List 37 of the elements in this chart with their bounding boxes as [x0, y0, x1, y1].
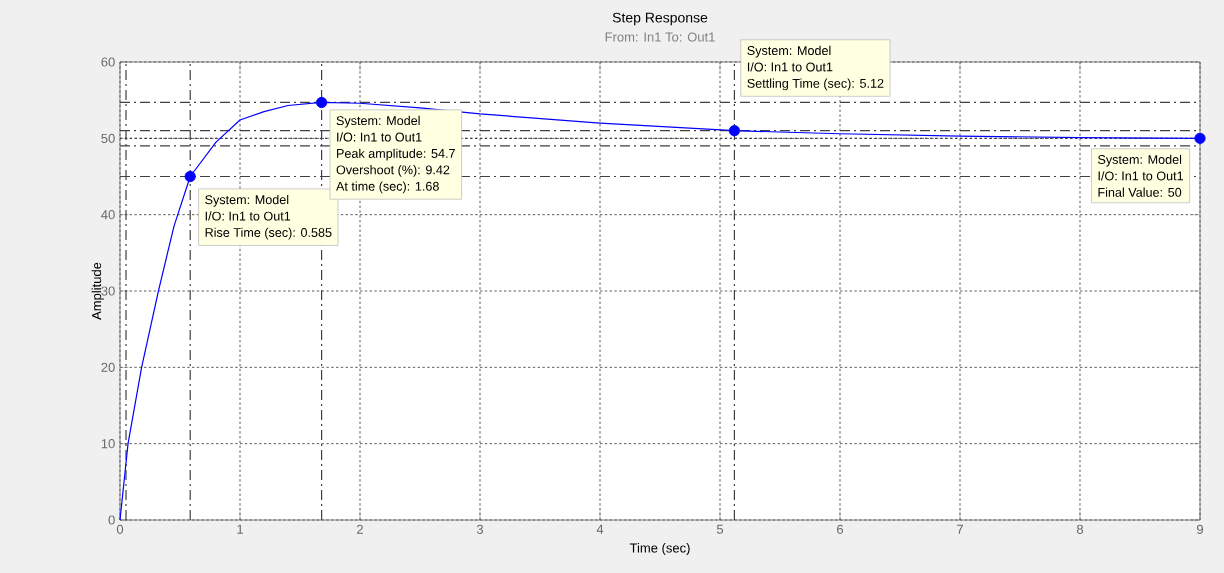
- annotation: I/O: In1 to Out1: [205, 211, 291, 221]
- annotation: System: Model: [336, 115, 420, 128]
- x-tick-label: 9: [1196, 524, 1203, 534]
- annotation: Overshoot (%): 9.42: [336, 165, 450, 177]
- point: [316, 96, 328, 109]
- x-tick-label: 7: [957, 524, 963, 534]
- chart-subtitle: From: In1 To: Out1: [605, 32, 715, 42]
- chart-title: Step Response: [612, 12, 708, 26]
- point: [728, 125, 740, 137]
- y-tick-label: 20: [101, 362, 115, 372]
- point: [184, 170, 196, 183]
- y-tick-label: 40: [101, 210, 115, 220]
- text: System: Model: [747, 45, 831, 58]
- x-axis-title: Time (sec): [629, 543, 690, 556]
- y-tick-label: 50: [101, 133, 115, 143]
- annotation: Final Value: 50: [1098, 187, 1182, 197]
- x-tick-label: 8: [1076, 524, 1084, 534]
- x-tick-label: 0: [116, 524, 124, 534]
- annotation: I/O: In1 to Out1: [747, 62, 833, 72]
- annotation: At time (sec): 1.68: [336, 181, 439, 194]
- x-tick-label: 2: [357, 524, 363, 534]
- point: [1194, 132, 1206, 144]
- annotation: I/O: In1 to Out1: [1098, 171, 1183, 181]
- annotation: Rise Time (sec): 0.585: [205, 227, 332, 240]
- annotation: Settling Time (sec): 5.12: [747, 78, 884, 91]
- annotation: System: Model: [205, 194, 289, 207]
- y-tick-label: 0: [108, 515, 115, 525]
- x-tick-label: 1: [237, 524, 243, 534]
- x-tick-label: 5: [716, 524, 724, 534]
- annotation: System: Model: [1098, 154, 1182, 167]
- y-tick-label: 10: [101, 439, 115, 449]
- x-tick-label: 6: [837, 524, 844, 534]
- y-tick-label: 60: [101, 57, 115, 67]
- annotation: I/O: In1 to Out1: [337, 132, 422, 142]
- x-tick-label: 4: [596, 524, 604, 534]
- x-tick-label: 3: [476, 524, 484, 534]
- annotation: Peak amplitude: 54.7: [337, 148, 455, 161]
